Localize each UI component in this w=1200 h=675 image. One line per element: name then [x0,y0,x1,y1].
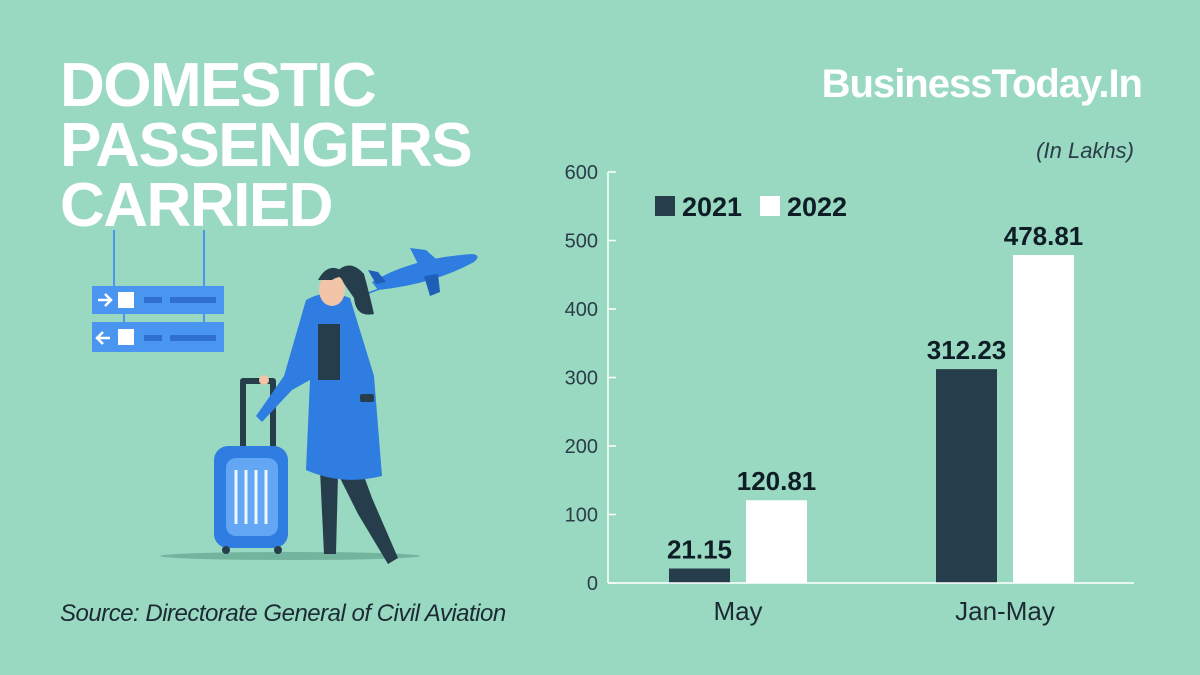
title-line-3: CARRIED [60,171,333,240]
traveller-with-suitcase-icon [160,265,420,564]
legend-label-2022: 2022 [787,192,847,222]
bar-2021-may [669,568,730,583]
x-category-label: May [713,596,762,626]
data-labels: 21.15 120.81 312.23 478.81 [667,221,1083,564]
airplane-icon [365,248,478,296]
source-note: Source: Directorate General of Civil Avi… [60,600,506,627]
legend-swatch-2022 [760,196,780,216]
title-line-2: PASSENGERS [60,111,473,180]
y-tick-label: 0 [587,573,598,595]
legend-swatch-2021 [655,196,675,216]
title-line-1: DOMESTIC [60,51,377,120]
y-tick-label: 400 [565,299,598,321]
bar-2021-jan-may [936,369,997,583]
y-tick-label: 200 [565,436,598,458]
bar-2022-jan-may [1013,255,1074,584]
bars [669,255,1074,584]
x-category-label: Jan-May [955,596,1055,626]
y-tick-label: 100 [565,505,598,527]
legend-label-2021: 2021 [682,192,742,222]
traveller-illustration [92,230,478,564]
chart-title: DOMESTIC PASSENGERS CARRIED [60,51,473,240]
y-axis: 0 100 200 300 400 500 600 [565,162,616,595]
departure-sign-icon [92,230,224,352]
data-label: 478.81 [1004,221,1084,251]
unit-note: (In Lakhs) [1036,138,1134,163]
brand-logo: BusinessToday.In [821,62,1143,106]
y-tick-label: 300 [565,368,598,390]
data-label: 312.23 [927,335,1007,365]
data-label: 21.15 [667,535,732,565]
data-label: 120.81 [737,466,817,496]
bar-2022-may [746,500,807,583]
y-tick-label: 600 [565,162,598,184]
y-tick-label: 500 [565,231,598,253]
legend: 2021 2022 [655,192,847,222]
x-axis: May Jan-May [608,582,1134,626]
